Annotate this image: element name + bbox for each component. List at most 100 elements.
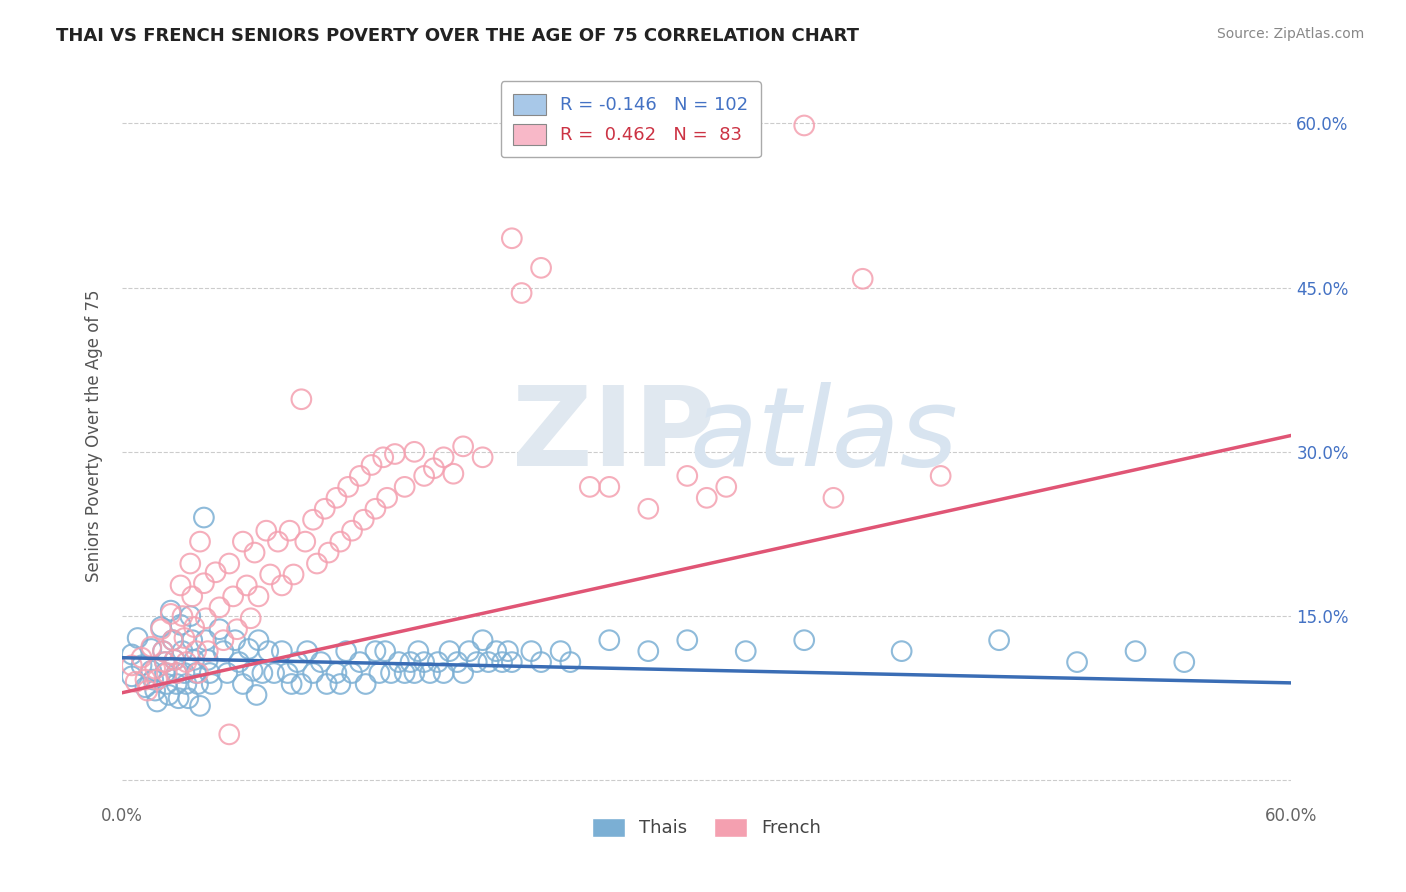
Point — [159, 604, 181, 618]
Point — [121, 658, 143, 673]
Point — [283, 567, 305, 582]
Point — [530, 260, 553, 275]
Text: atlas: atlas — [689, 382, 957, 489]
Point — [270, 578, 292, 592]
Point — [598, 633, 620, 648]
Point — [239, 611, 262, 625]
Point — [325, 491, 347, 505]
Point — [496, 644, 519, 658]
Text: THAI VS FRENCH SENIORS POVERTY OVER THE AGE OF 75 CORRELATION CHART: THAI VS FRENCH SENIORS POVERTY OVER THE … — [56, 27, 859, 45]
Point — [404, 666, 426, 681]
Point — [375, 491, 398, 505]
Point — [142, 673, 165, 687]
Point — [302, 666, 325, 681]
Text: Source: ZipAtlas.com: Source: ZipAtlas.com — [1216, 27, 1364, 41]
Point — [198, 666, 221, 681]
Point — [136, 683, 159, 698]
Point — [159, 607, 181, 621]
Point — [141, 640, 163, 654]
Point — [232, 677, 254, 691]
Point — [263, 666, 285, 681]
Point — [696, 491, 718, 505]
Point — [197, 653, 219, 667]
Point — [121, 669, 143, 683]
Point — [340, 524, 363, 538]
Point — [676, 633, 699, 648]
Point — [458, 644, 481, 658]
Point — [388, 655, 411, 669]
Point — [305, 557, 328, 571]
Point — [141, 664, 163, 678]
Point — [153, 666, 176, 681]
Point — [245, 688, 267, 702]
Point — [439, 644, 461, 658]
Point — [188, 698, 211, 713]
Point — [676, 469, 699, 483]
Point — [150, 620, 173, 634]
Point — [176, 655, 198, 669]
Point — [349, 655, 371, 669]
Point — [337, 480, 360, 494]
Point — [441, 467, 464, 481]
Point — [177, 691, 200, 706]
Point — [254, 524, 277, 538]
Point — [228, 655, 250, 669]
Point — [162, 633, 184, 648]
Point — [716, 480, 738, 494]
Point — [465, 655, 488, 669]
Point — [318, 545, 340, 559]
Point — [197, 644, 219, 658]
Point — [354, 677, 377, 691]
Point — [131, 658, 153, 673]
Point — [169, 578, 191, 592]
Point — [125, 674, 148, 689]
Point — [399, 655, 422, 669]
Point — [314, 501, 336, 516]
Point — [485, 644, 508, 658]
Point — [134, 680, 156, 694]
Point — [218, 727, 240, 741]
Point — [340, 666, 363, 681]
Point — [294, 534, 316, 549]
Point — [1066, 655, 1088, 669]
Point — [208, 600, 231, 615]
Point — [373, 450, 395, 465]
Point — [166, 666, 188, 681]
Point — [988, 633, 1011, 648]
Point — [173, 631, 195, 645]
Point — [277, 666, 299, 681]
Point — [252, 666, 274, 681]
Point — [247, 633, 270, 648]
Point — [183, 620, 205, 634]
Point — [166, 677, 188, 691]
Point — [477, 655, 499, 669]
Point — [423, 461, 446, 475]
Point — [598, 480, 620, 494]
Point — [162, 633, 184, 648]
Point — [226, 622, 249, 636]
Point — [823, 491, 845, 505]
Point — [127, 631, 149, 645]
Point — [451, 666, 474, 681]
Point — [153, 655, 176, 669]
Point — [309, 655, 332, 669]
Point — [374, 644, 396, 658]
Point — [852, 272, 875, 286]
Point — [433, 666, 456, 681]
Point — [890, 644, 912, 658]
Point — [166, 666, 188, 681]
Point — [329, 677, 352, 691]
Point — [384, 447, 406, 461]
Point — [169, 618, 191, 632]
Point — [153, 655, 176, 669]
Point — [157, 688, 180, 702]
Point — [152, 644, 174, 658]
Point — [793, 119, 815, 133]
Point — [247, 590, 270, 604]
Point — [446, 655, 468, 669]
Point — [364, 501, 387, 516]
Point — [172, 644, 194, 658]
Point — [156, 677, 179, 691]
Point — [578, 480, 600, 494]
Point — [179, 557, 201, 571]
